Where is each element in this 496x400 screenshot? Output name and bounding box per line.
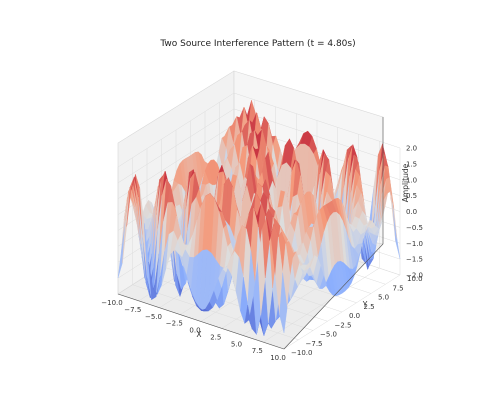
x-tick-label: 0.0 xyxy=(189,327,200,335)
x-tick-labels: −10.0−7.5 −5.0 −2.5 0.0 2.5 5.0 7.5 10.0 xyxy=(101,299,286,362)
y-tick-label: 7.5 xyxy=(393,284,404,292)
x-tick-label: −10.0 xyxy=(101,299,122,307)
z-tick-label: 1.0 xyxy=(406,176,417,184)
x-tick-label: 10.0 xyxy=(270,354,286,362)
z-axis-label: Amplitude xyxy=(401,163,410,202)
z-tick-labels: −2.0 −1.5 −1.0 −0.5 0.0 0.5 1.0 1.5 2.0 xyxy=(406,145,423,280)
z-tick-label: −2.0 xyxy=(406,272,423,280)
x-axis-label: X xyxy=(196,330,201,339)
x-tick-label: 5.0 xyxy=(231,340,242,348)
x-axis-line xyxy=(117,293,285,350)
z-tick-label: −1.5 xyxy=(406,256,423,264)
y-tick-label: −7.5 xyxy=(306,340,323,348)
z-tick-label: −0.5 xyxy=(406,224,423,232)
z-tick-label: 0.5 xyxy=(406,192,417,200)
surface-facet xyxy=(279,272,288,333)
x-tick-label: −7.5 xyxy=(124,306,141,314)
surface-plot xyxy=(117,100,401,336)
y-tick-label: −10.0 xyxy=(291,349,312,357)
y-tick-label: 10.0 xyxy=(407,275,423,283)
y-tick-label: −5.0 xyxy=(320,331,337,339)
chart-title: Two Source Interference Pattern (t = 4.8… xyxy=(159,39,355,49)
y-tick-label: 0.0 xyxy=(349,312,360,320)
y-tick-label: −2.5 xyxy=(335,321,352,329)
z-gridline xyxy=(117,92,401,168)
z-tick-label: 0.0 xyxy=(406,208,417,216)
y-tick-label: 2.5 xyxy=(364,303,375,311)
axis-lines xyxy=(117,117,384,350)
x-tick-label: −2.5 xyxy=(166,320,183,328)
x-tick-label: −5.0 xyxy=(145,313,162,321)
y-tick-labels: −10.0−7.5−5.0 −2.50.0 2.55.0 7.510.0 xyxy=(291,275,423,357)
z-tick-label: −1.0 xyxy=(406,240,423,248)
z-tick-label: 2.0 xyxy=(406,145,417,153)
x-tick-label: 2.5 xyxy=(210,333,221,341)
y-axis-line xyxy=(283,243,384,350)
y-tick-label: 5.0 xyxy=(378,294,389,302)
z-tick-label: 1.5 xyxy=(406,160,417,168)
x-tick-label: 7.5 xyxy=(252,347,263,355)
y-axis-label: Y xyxy=(362,300,368,309)
